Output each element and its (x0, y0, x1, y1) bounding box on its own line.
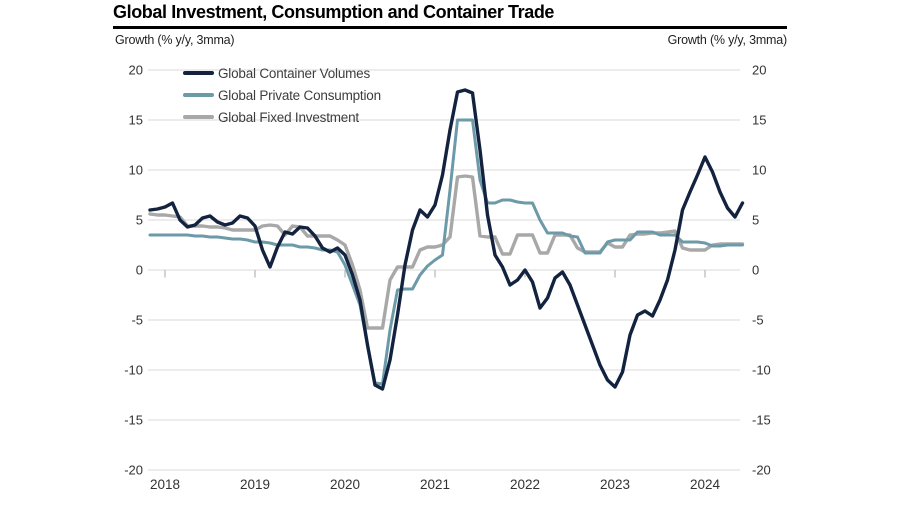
legend-item-private-consumption: Global Private Consumption (183, 84, 381, 106)
legend-item-fixed-investment: Global Fixed Investment (183, 106, 381, 128)
y-axis-label-left: 5 (136, 213, 143, 228)
y-axis-label-left: -10 (124, 363, 143, 378)
chart-title: Global Investment, Consumption and Conta… (113, 2, 555, 22)
title-underline (113, 26, 787, 29)
legend-swatch-container-volumes (183, 71, 214, 75)
legend-item-container-volumes: Global Container Volumes (183, 62, 381, 84)
chart-legend: Global Container Volumes Global Private … (183, 62, 381, 128)
y-axis-label-left: 10 (129, 163, 143, 178)
y-axis-label-right: -5 (752, 313, 764, 328)
y-axis-label-right: -15 (752, 413, 771, 428)
y-axis-label-left: 20 (129, 63, 143, 78)
x-axis-label-2018: 2018 (150, 477, 180, 492)
legend-swatch-fixed-investment (183, 115, 214, 119)
x-axis-label-2023: 2023 (600, 477, 630, 492)
legend-swatch-private-consumption (183, 93, 214, 97)
x-axis-label-2021: 2021 (420, 477, 450, 492)
y-axis-label-right: -20 (752, 463, 771, 478)
x-axis-label-2020: 2020 (330, 477, 360, 492)
legend-label: Global Private Consumption (218, 87, 381, 103)
y-axis-label-right: 15 (752, 113, 766, 128)
y-axis-label-right: 20 (752, 63, 766, 78)
y-axis-label-left: -5 (131, 313, 143, 328)
y-axis-label-left: 0 (136, 263, 143, 278)
y-axis-label-left: -15 (124, 413, 143, 428)
y-axis-label-left: 15 (129, 113, 143, 128)
series-line-global-container-volumes (148, 88, 745, 391)
x-axis-label-2024: 2024 (690, 477, 721, 492)
x-axis-label-2019: 2019 (240, 477, 270, 492)
y-axis-label-right: 0 (752, 263, 759, 278)
x-axis-label-2022: 2022 (510, 477, 540, 492)
legend-label: Global Container Volumes (218, 65, 371, 81)
legend-label: Global Fixed Investment (218, 109, 359, 125)
right-axis-caption: Growth (% y/y, 3mma) (667, 33, 788, 47)
left-axis-caption: Growth (% y/y, 3mma) (115, 33, 235, 47)
series-line-global-fixed-investment (148, 174, 745, 330)
series-line-global-private-consumption (148, 118, 744, 386)
y-axis-label-left: -20 (124, 463, 143, 478)
y-axis-label-right: 5 (752, 213, 759, 228)
y-axis-label-right: 10 (752, 163, 766, 178)
y-axis-label-right: -10 (752, 363, 771, 378)
